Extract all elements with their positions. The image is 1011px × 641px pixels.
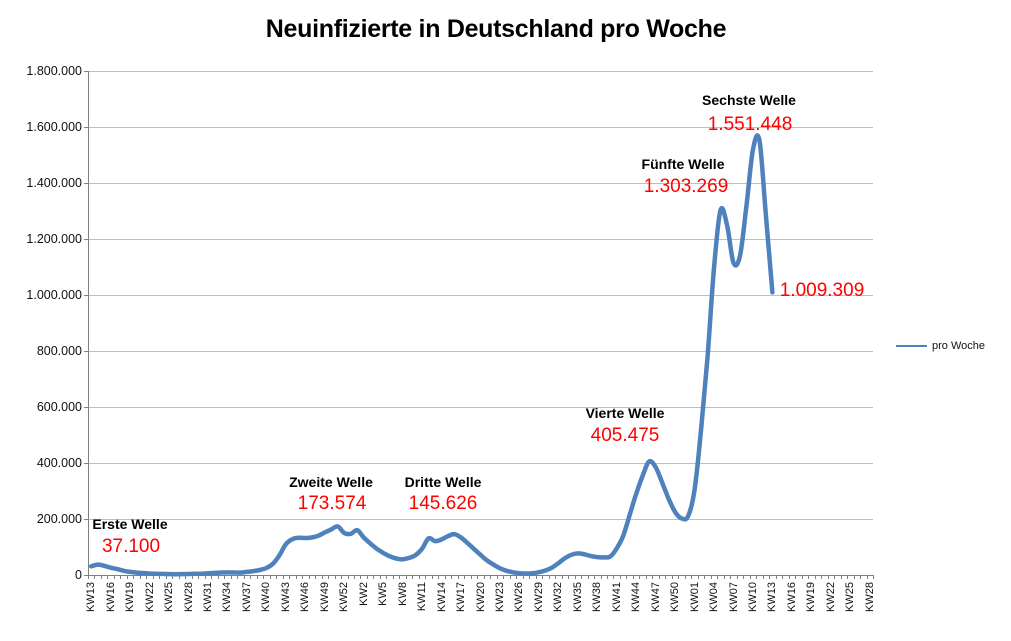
x-axis-tick-label: KW13 [766,582,779,612]
x-axis-tick-label: KW29 [532,582,545,612]
x-axis-tick-label: KW10 [746,582,759,612]
x-axis-tick-label: KW16 [104,582,117,612]
legend-series-label: pro Woche [932,340,985,352]
erste-welle-label: Erste Welle [92,516,168,532]
x-axis-tick-label: KW11 [416,582,429,612]
x-axis-tick-label: KW37 [240,582,253,612]
x-axis-tick-label: KW25 [163,582,176,612]
x-axis-tick-label: KW44 [630,582,643,612]
y-axis-tick-label: 600.000 [36,400,82,414]
x-axis-tick-label: KW22 [143,582,156,612]
x-axis-tick-label: KW28 [863,582,876,612]
erste-welle-value: 37.100 [101,536,161,557]
legend-line-sample [896,345,927,347]
x-axis-tick-label: KW49 [318,582,331,612]
x-axis-tick-label: KW28 [182,582,195,612]
y-axis-tick-label: 800.000 [36,344,82,358]
x-axis-tick-label: KW47 [649,582,662,612]
x-axis-tick-label: KW38 [591,582,604,612]
y-axis-tick-label: 1.200.000 [26,232,82,246]
x-axis-tick-label: KW25 [844,582,857,612]
x-axis-tick-label: KW52 [338,582,351,612]
x-axis-tick-label: KW50 [669,582,682,612]
x-axis-tick-label: KW16 [785,582,798,612]
y-axis-tick-label: 1.400.000 [26,176,82,190]
x-axis-tick-label: KW04 [708,582,721,612]
y-axis-tick-label: 1.800.000 [26,64,82,78]
x-axis-tick-label: KW01 [688,582,701,612]
dritte-welle-label: Dritte Welle [404,474,482,490]
x-axis-tick-label: KW20 [474,582,487,612]
y-axis-tick-label: 200.000 [36,512,82,526]
vierte-welle-label: Vierte Welle [585,405,665,421]
x-axis-tick-label: KW43 [279,582,292,612]
x-axis-tick-label: KW35 [571,582,584,612]
sechste-welle-label: Sechste Welle [702,92,796,108]
series-line-pro-woche [88,133,775,577]
x-axis-tick-label: KW31 [202,582,215,612]
zweite-welle-value: 173.574 [297,493,367,514]
sechste-welle-value: 1.551.448 [707,114,793,135]
zweite-welle-label: Zweite Welle [289,474,373,490]
dritte-welle-value: 145.626 [408,493,478,514]
x-axis-tick-label: KW2 [357,582,370,606]
x-axis-tick-label: KW34 [221,582,234,612]
x-axis-tick-label: KW14 [435,582,448,612]
x-axis-tick-label: KW07 [727,582,740,612]
x-axis-tick-label: KW23 [493,582,506,612]
x-axis-tick-label: KW5 [377,582,390,606]
y-axis-tick-label: 1.600.000 [26,120,82,134]
chart-title: Neuinfizierte in Deutschland pro Woche [265,15,727,43]
y-axis-tick-label: 400.000 [36,456,82,470]
x-axis-tick-label: KW19 [805,582,818,612]
x-axis-tick-label: KW8 [396,582,409,606]
y-axis-tick-label: 0 [75,568,82,582]
x-axis-tick-label: KW40 [260,582,273,612]
x-axis-tick-label: KW41 [610,582,623,612]
fuenfte-welle-label: Fünfte Welle [641,156,725,172]
vierte-welle-value: 405.475 [590,425,660,446]
endwert-value: 1.009.309 [779,280,865,301]
y-axis-tick-label: 1.000.000 [26,288,82,302]
fuenfte-welle-value: 1.303.269 [643,176,729,197]
x-axis-tick-label: KW13 [85,582,98,612]
x-axis-tick-label: KW32 [552,582,565,612]
x-axis-tick-label: KW19 [124,582,137,612]
x-axis-tick-label: KW46 [299,582,312,612]
x-axis-tick-label: KW26 [513,582,526,612]
x-axis-tick-label: KW22 [824,582,837,612]
legend: pro Woche [896,340,985,352]
x-axis-tick-label: KW17 [455,582,468,612]
